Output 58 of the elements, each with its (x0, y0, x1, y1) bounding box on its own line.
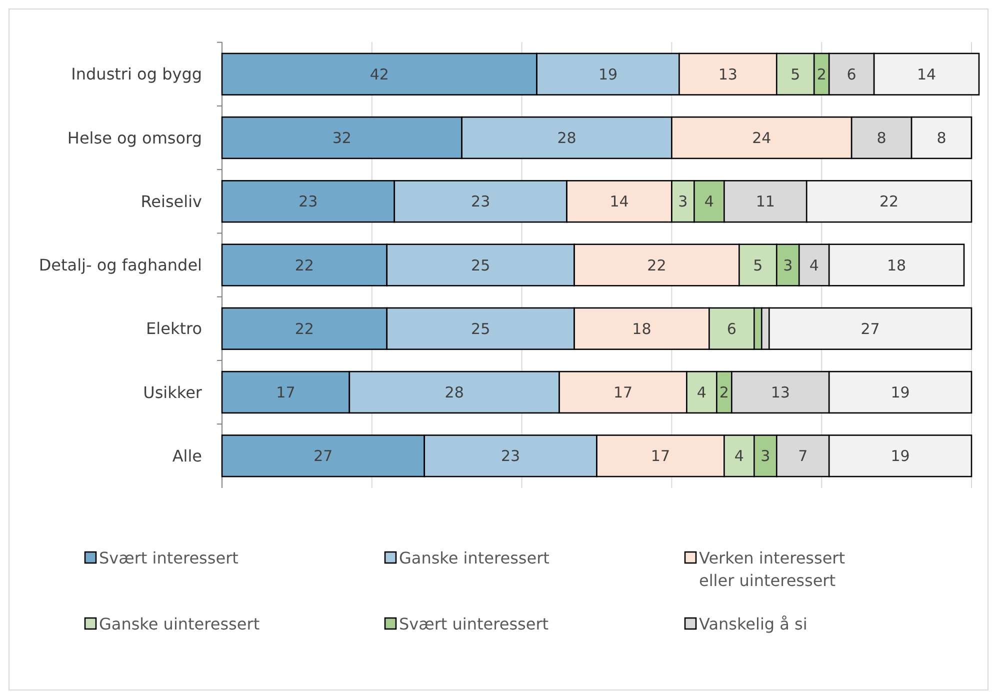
y-tick-label: Alle (172, 446, 202, 466)
data-label: 22 (880, 192, 899, 211)
data-label: 4 (704, 192, 714, 211)
data-label: 4 (734, 447, 744, 466)
data-label: 25 (471, 320, 490, 338)
data-label: 23 (471, 192, 490, 211)
data-label: 19 (890, 447, 910, 466)
y-tick-label: Usikker (143, 382, 202, 402)
data-label: 6 (846, 65, 856, 84)
data-label: 23 (298, 192, 318, 211)
data-label: 42 (370, 65, 389, 84)
data-label: 25 (471, 256, 490, 274)
data-label: 17 (613, 383, 633, 402)
data-label: 7 (798, 447, 808, 466)
data-label: 22 (647, 256, 666, 274)
data-label: 17 (650, 447, 670, 466)
data-label: 19 (598, 65, 618, 84)
data-label: 19 (890, 383, 910, 402)
data-label: 2 (719, 383, 729, 402)
data-label: 28 (444, 383, 464, 402)
data-label: 4 (809, 256, 819, 274)
y-tick-label: Reiseliv (140, 192, 202, 211)
data-label: 6 (726, 320, 736, 338)
data-label: 13 (770, 383, 790, 402)
data-label: 8 (936, 129, 946, 148)
data-label: 4 (696, 383, 706, 402)
data-label: 14 (610, 192, 629, 211)
data-label: 14 (916, 65, 936, 84)
data-label: 18 (887, 256, 906, 274)
data-label: 22 (294, 256, 314, 274)
data-label: 13 (718, 65, 738, 84)
legend-label: Verken interessert eller uinteressert (699, 548, 846, 590)
y-tick-label: Industri og bygg (71, 64, 202, 84)
legend-label: Vanskelig å si (699, 614, 808, 634)
legend-label: Ganske interessert (399, 548, 550, 568)
data-label: 5 (753, 256, 763, 274)
data-label: 27 (860, 320, 880, 338)
legend-label: Svært interessert (99, 548, 238, 568)
data-label: 23 (501, 447, 520, 466)
y-tick-label: Detalj- og faghandel (38, 256, 202, 275)
data-label: 22 (294, 320, 314, 338)
y-tick-label: Helse og omsorg (67, 128, 202, 148)
data-label: 5 (790, 65, 800, 84)
data-label: 8 (876, 129, 886, 148)
data-label: 17 (276, 383, 296, 402)
legend-label: Ganske uinteressert (99, 614, 260, 634)
data-label: 11 (756, 192, 775, 211)
data-label: 3 (783, 256, 793, 274)
data-label: 3 (760, 447, 770, 466)
data-label: 32 (332, 129, 352, 148)
data-label: 18 (632, 320, 652, 338)
legend-label: Svært uinteressert (399, 614, 549, 634)
data-label: 2 (816, 65, 826, 84)
data-label: 28 (557, 129, 576, 148)
data-label: 3 (678, 192, 688, 211)
data-label: 27 (314, 447, 333, 466)
y-tick-label: Elektro (146, 319, 202, 338)
data-label: 24 (752, 129, 772, 148)
